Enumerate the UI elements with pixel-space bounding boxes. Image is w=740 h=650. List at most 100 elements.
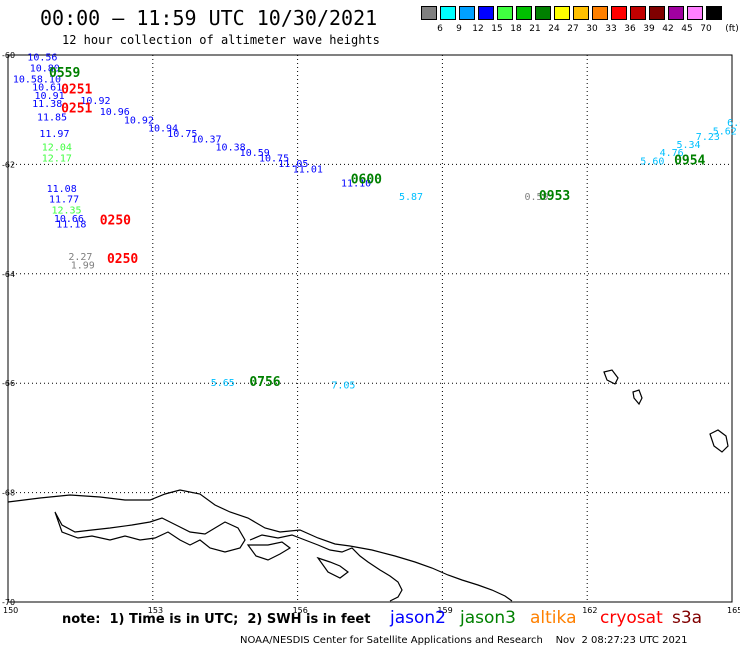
legend-label: 18 — [510, 24, 522, 34]
lon-tick-label: 165 — [727, 606, 740, 615]
pass-time-label: 0251 — [61, 101, 92, 116]
swh-value-label: 10.96 — [100, 107, 130, 118]
legend-swatch — [516, 6, 532, 20]
pass-time-label: 0250 — [107, 252, 138, 267]
map-title: 00:00 – 11:59 UTC 10/30/2021 — [40, 6, 378, 30]
legend-label: 45 — [681, 24, 693, 34]
legend-swatch — [630, 6, 646, 20]
legend-unit: (ft) — [725, 24, 739, 34]
pass-time-label: 0756 — [249, 375, 280, 390]
legend-swatch — [421, 6, 437, 20]
legend-swatch — [497, 6, 513, 20]
swh-value-label: 11.18 — [56, 219, 86, 230]
legend-swatch — [535, 6, 551, 20]
satellite-name-s3a: s3a — [672, 608, 703, 628]
legend-swatch — [668, 6, 684, 20]
lon-tick-label: 150 — [3, 606, 18, 615]
units-note: note: 1) Time is in UTC; 2) SWH is in fe… — [62, 612, 371, 627]
lon-tick-label: 162 — [582, 606, 597, 615]
legend-label: 6 — [437, 24, 443, 34]
swh-value-label: 5.34 — [676, 140, 700, 151]
legend-swatch — [440, 6, 456, 20]
swh-value-label: 11.10 — [341, 178, 371, 189]
swh-value-label: 11.85 — [37, 113, 67, 124]
swh-value-label: 2.27 — [68, 252, 92, 263]
lat-tick-label: -70 — [2, 598, 15, 607]
satellite-name-jason3: jason3 — [460, 608, 516, 628]
swh-value-label: 11.38 — [32, 99, 62, 110]
legend-swatch — [554, 6, 570, 20]
legend-label: 36 — [624, 24, 636, 34]
swh-value-label: 4.76 — [660, 148, 684, 159]
pass-time-label: 0953 — [539, 189, 570, 204]
swh-value-label: 10.38 — [216, 143, 246, 154]
legend-swatch — [573, 6, 589, 20]
satellite-name-jason2: jason2 — [390, 608, 446, 628]
swh-value-label: 6.0 — [727, 118, 740, 129]
swh-value-label: 10.92 — [80, 96, 110, 107]
swh-value-label: 10.75 — [167, 129, 197, 140]
legend-swatch — [649, 6, 665, 20]
swh-value-label: 10.92 — [124, 115, 154, 126]
lat-tick-label: -68 — [2, 489, 15, 498]
legend-label: 42 — [662, 24, 674, 34]
legend-swatch — [478, 6, 494, 20]
legend-swatch — [459, 6, 475, 20]
lat-tick-label: -66 — [2, 379, 15, 388]
legend-label: 30 — [586, 24, 598, 34]
swh-value-label: 10.37 — [191, 135, 221, 146]
swh-value-label: 10.56 — [27, 52, 57, 63]
swh-value-label: 11.05 — [278, 159, 308, 170]
swh-value-label: 10.80 — [30, 63, 60, 74]
lat-tick-label: -60 — [2, 51, 15, 60]
swh-value-label: 12.04 — [42, 143, 72, 154]
swh-value-label: 10.75 — [259, 154, 289, 165]
credit-line: NOAA/NESDIS Center for Satellite Applica… — [240, 635, 688, 646]
legend-label: 21 — [529, 24, 541, 34]
swh-value-label: 5.87 — [399, 192, 423, 203]
coastline — [7, 369, 729, 602]
lon-tick-label: 153 — [148, 606, 163, 615]
swh-value-label: 1.99 — [71, 260, 95, 271]
legend-label: 12 — [472, 24, 484, 34]
swh-value-label: 12.35 — [51, 206, 81, 217]
lon-tick-label: 159 — [437, 606, 452, 615]
axis-tick-labels: 150 153 156 159 162 165 -60 -62 -64 -66 -68 -70 — [2, 51, 740, 615]
pass-time-label: 0954 — [674, 153, 705, 168]
lat-tick-label: -62 — [2, 160, 15, 169]
legend-label: 70 — [700, 24, 712, 34]
pass-time-label: 0251 — [61, 82, 92, 97]
swh-value-label: 10.91 — [35, 91, 65, 102]
swh-value-label: 7.05 — [331, 381, 355, 392]
swh-value-label: 10.58.10 — [13, 74, 61, 85]
satellite-name-altika: altika — [530, 608, 577, 628]
swh-value-label: 11.77 — [49, 195, 79, 206]
legend-label: 33 — [605, 24, 617, 34]
legend-label: 9 — [456, 24, 462, 34]
pass-time-label: 0600 — [351, 173, 382, 188]
lon-tick-label: 156 — [293, 606, 308, 615]
legend-label: 24 — [548, 24, 560, 34]
swh-value-label: 10.61 — [32, 83, 62, 94]
legend-swatch — [611, 6, 627, 20]
pass-time-label: 0559 — [49, 66, 80, 81]
satellite-name-cryosat: cryosat — [600, 608, 663, 628]
swh-value-label: 10.59 — [240, 148, 270, 159]
legend-label: 15 — [491, 24, 503, 34]
legend-label: 27 — [567, 24, 579, 34]
swh-value-label: 10.66 — [54, 214, 84, 225]
legend-swatch — [687, 6, 703, 20]
swh-value-label: 11.01 — [293, 165, 323, 176]
legend-label: 39 — [643, 24, 655, 34]
legend-swatch — [706, 6, 722, 20]
map-subtitle: 12 hour collection of altimeter wave hei… — [62, 33, 380, 47]
swh-value-label: 5.65 — [211, 378, 235, 389]
swh-value-label: 11.97 — [39, 129, 69, 140]
legend-swatch — [592, 6, 608, 20]
swh-value-label: 0.59 — [524, 192, 548, 203]
map-frame — [7, 54, 733, 603]
swh-value-label: 10.94 — [148, 124, 178, 135]
pass-time-label: 0250 — [100, 214, 131, 229]
